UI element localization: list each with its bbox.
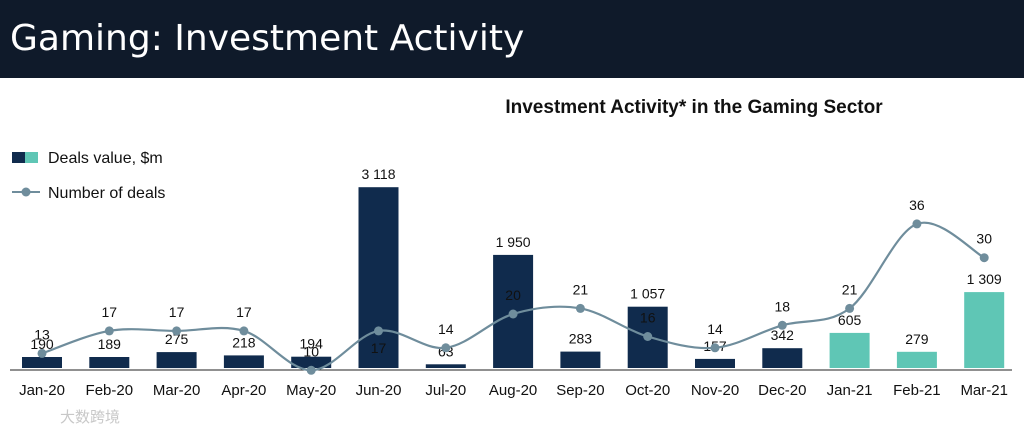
bar-dec-20	[762, 348, 803, 368]
bar-nov-20	[695, 358, 735, 368]
bar-jul-20	[425, 364, 466, 368]
bar-jan-20	[22, 357, 62, 368]
bar-value-label: 342	[771, 327, 795, 343]
line-point-jan-21	[845, 303, 855, 313]
line-point-aug-20	[508, 309, 518, 319]
x-tick-dec-20: Dec-20	[758, 382, 806, 399]
line-value-label: 13	[34, 326, 50, 342]
watermark-text: 大数跨境	[60, 408, 120, 426]
line-point-oct-20	[643, 332, 653, 341]
line-point-nov-20	[710, 343, 720, 353]
bar-feb-21	[896, 351, 937, 368]
legend-swatch-marker	[21, 187, 31, 197]
x-tick-feb-20: Feb-20	[86, 382, 134, 399]
x-tick-aug-20: Aug-20	[489, 382, 537, 399]
line-point-feb-20	[104, 326, 114, 336]
line-value-label: 14	[707, 321, 723, 337]
line-point-jan-20	[37, 348, 47, 358]
line-value-label: 10	[303, 343, 319, 359]
x-tick-jul-20: Jul-20	[425, 382, 466, 399]
bar-value-label: 1 950	[496, 234, 531, 250]
bar-value-label: 194	[300, 336, 324, 352]
bar-value-label: 279	[905, 331, 929, 347]
bar-apr-20	[223, 355, 264, 368]
line-point-sep-20	[575, 303, 585, 313]
legend-swatch-bars-2021	[25, 152, 38, 163]
line-point-mar-21	[979, 253, 989, 263]
bar-value-label: 218	[232, 334, 256, 350]
line-value-label: 21	[842, 281, 858, 297]
x-tick-jan-20: Jan-20	[19, 382, 65, 399]
line-value-label: 20	[505, 287, 521, 303]
x-tick-may-20: May-20	[286, 382, 336, 399]
legend: Deals value, $m Number of deals	[12, 150, 165, 202]
x-tick-jan-21: Jan-21	[827, 382, 873, 399]
legend-label-number-of-deals: Number of deals	[48, 185, 165, 202]
line-point-labels: 13 17 17 17 10 17 14 20 21 16 14 18 21 36 30	[34, 197, 992, 359]
line-value-label: 21	[573, 281, 589, 297]
x-tick-nov-20: Nov-20	[691, 382, 739, 399]
line-point-dec-20	[777, 320, 787, 330]
x-tick-apr-20: Apr-20	[221, 382, 266, 399]
bar-value-label: 190	[30, 336, 54, 352]
line-value-label: 30	[976, 231, 992, 247]
line-value-label: 36	[909, 197, 925, 213]
x-tick-feb-21: Feb-21	[893, 382, 941, 399]
bar-feb-20	[89, 357, 130, 368]
x-axis-ticks: Jan-20 Feb-20 Mar-20 Apr-20 May-20 Jun-20 Jul-…	[19, 382, 1008, 399]
x-tick-sep-20: Sep-20	[556, 382, 604, 399]
bar-jan-21	[829, 332, 870, 368]
x-tick-oct-20: Oct-20	[625, 382, 670, 399]
line-point-may-20	[306, 365, 316, 375]
line-point-jun-20	[374, 326, 383, 336]
line-point-feb-21	[912, 219, 922, 229]
line-value-label: 17	[371, 340, 387, 356]
line-value-label: 18	[775, 298, 791, 314]
bar-value-label: 605	[838, 312, 862, 328]
bar-mar-20	[156, 352, 197, 369]
page-title: Gaming: Investment Activity	[10, 18, 525, 59]
line-value-label: 17	[169, 304, 185, 320]
bar-value-label: 3 118	[362, 166, 396, 182]
header-banner: Gaming: Investment Activity	[0, 0, 1024, 78]
bar-value-label: 1 057	[630, 286, 665, 302]
x-tick-jun-20: Jun-20	[356, 382, 402, 399]
legend-label-deals-value: Deals value, $m	[48, 150, 163, 167]
line-value-label: 14	[438, 321, 454, 337]
investment-chart: Investment Activity* in the Gaming Secto…	[10, 97, 1012, 426]
line-point-jul-20	[441, 343, 451, 353]
bar-jun-20	[358, 187, 399, 368]
bar-may-20	[291, 356, 332, 368]
line-value-label: 17	[236, 304, 252, 320]
bar-value-label: 1 309	[967, 271, 1002, 287]
x-tick-mar-21: Mar-21	[960, 382, 1008, 399]
bar-value-label: 189	[98, 336, 122, 352]
chart-title: Investment Activity* in the Gaming Secto…	[505, 97, 883, 118]
line-points	[37, 219, 989, 375]
bar-value-label: 283	[569, 331, 593, 347]
line-value-label: 16	[640, 310, 656, 326]
line-point-mar-20	[172, 326, 182, 336]
bar-value-label: 275	[165, 331, 189, 347]
bar-mar-21	[964, 292, 1005, 368]
bar-sep-20	[560, 351, 601, 368]
line-point-apr-20	[239, 326, 249, 336]
x-tick-mar-20: Mar-20	[153, 382, 201, 399]
line-value-label: 17	[102, 304, 118, 320]
